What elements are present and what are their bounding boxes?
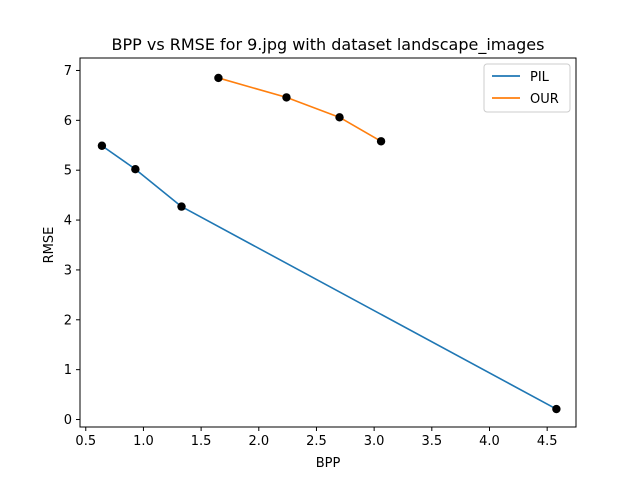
x-tick-label: 2.0 [248, 434, 269, 449]
x-tick-label: 2.5 [306, 434, 327, 449]
x-tick-label: 1.0 [133, 434, 154, 449]
plot-frame [79, 57, 577, 428]
x-tick-label: 3.0 [364, 434, 385, 449]
series-line-pil [101, 145, 557, 410]
data-point-our [214, 73, 223, 83]
y-tick-label: 0 [64, 413, 72, 428]
y-axis-label: RMSE [42, 227, 57, 264]
y-tick-label: 7 [64, 64, 72, 79]
series-line-our [218, 77, 382, 142]
legend-label-pil: PIL [530, 70, 550, 85]
y-tick-label: 1 [64, 363, 72, 378]
data-point-pil [552, 404, 561, 414]
data-point-our [335, 113, 344, 122]
x-tick-label: 0.5 [75, 434, 96, 449]
y-tick-label: 3 [64, 263, 72, 278]
x-tick-label: 3.5 [421, 434, 442, 449]
data-point-pil [97, 141, 107, 150]
data-point-our [376, 137, 386, 146]
y-tick-label: 2 [64, 313, 72, 328]
x-tick-label: 4.0 [479, 434, 500, 449]
legend-label-our: OUR [530, 92, 559, 107]
data-point-pil [131, 165, 140, 174]
data-point-our [282, 93, 291, 102]
x-axis-label: BPP [316, 456, 341, 471]
x-tick-label: 4.5 [537, 434, 558, 449]
x-tick-label: 1.5 [191, 434, 212, 449]
y-tick-label: 5 [64, 164, 72, 179]
y-tick-label: 6 [64, 114, 72, 129]
plot-area: 0.5 1.0 1.5 2.0 2.5 3.0 3.5 4.0 4.5 0 1 2 3 4 5 6 7 [64, 57, 577, 449]
chart-title: BPP vs RMSE for 9.jpg with dataset lands… [112, 35, 545, 55]
legend: PIL OUR [483, 63, 571, 113]
data-point-pil [177, 202, 186, 211]
y-tick-label: 4 [64, 214, 72, 229]
